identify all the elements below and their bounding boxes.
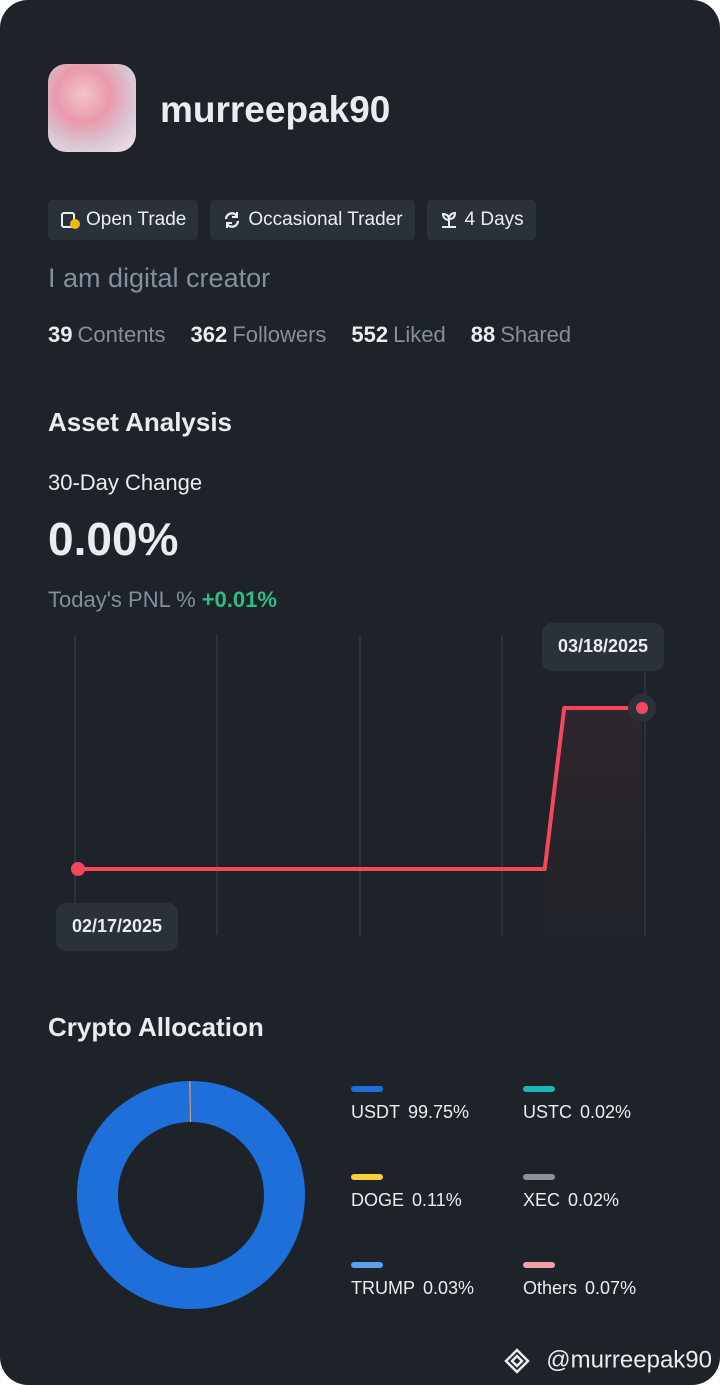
legend-value: 0.11% — [412, 1190, 462, 1210]
legend-swatch — [523, 1174, 555, 1180]
pnl: Today's PNL % +0.01% — [48, 587, 277, 613]
tag: Occasional Trader — [210, 200, 415, 240]
stat: 39 Contents — [48, 322, 166, 348]
legend-swatch — [523, 1262, 555, 1268]
legend-name: Others — [523, 1278, 577, 1298]
legend-name: DOGE — [351, 1190, 404, 1210]
change-value: 0.00% — [48, 513, 179, 565]
legend-value: 0.03% — [423, 1278, 474, 1298]
pnl-label: Today's PNL % — [48, 587, 196, 612]
legend-swatch — [351, 1174, 383, 1180]
tag-icon — [225, 212, 240, 228]
legend-swatch — [351, 1086, 383, 1092]
legend-name: TRUMP — [351, 1278, 415, 1298]
legend-value: 0.02% — [580, 1102, 631, 1122]
donut-slice — [76, 1081, 305, 1309]
tag: Open Trade — [48, 200, 199, 240]
legend-name: XEC — [523, 1190, 560, 1210]
date-label: 02/17/2025 — [72, 916, 162, 936]
legend-value: 0.02% — [568, 1190, 619, 1210]
tag-icon — [61, 212, 80, 229]
watermark: @murreepak90 — [546, 1346, 712, 1373]
stat-label: Shared — [500, 322, 572, 347]
stat: 362 Followers — [191, 322, 327, 348]
tag-text: Occasional Trader — [248, 209, 403, 230]
stat-label: Followers — [232, 322, 327, 347]
legend-name: USDT — [351, 1102, 400, 1122]
stats-row: 39 Contents 362 Followers 552 Liked 88 Share… — [48, 322, 571, 348]
tag-icon — [441, 211, 456, 228]
username: murreepak90 — [160, 89, 391, 130]
area — [544, 708, 642, 935]
bio: I am digital creator — [48, 263, 271, 293]
tag-row: Open Trade Occasional Trader 4 Days — [48, 200, 536, 240]
legend-value: 0.07% — [585, 1278, 636, 1298]
legend-value: 99.75% — [408, 1102, 469, 1122]
section-title: Crypto Allocation — [48, 1012, 264, 1042]
legend-swatch — [523, 1086, 555, 1092]
point — [71, 862, 85, 876]
change-label: 30-Day Change — [48, 470, 203, 495]
date-tooltip — [541, 623, 665, 671]
logo — [504, 1348, 530, 1374]
pnl-value: +0.01% — [201, 587, 277, 612]
tag-text: Open Trade — [86, 209, 187, 230]
section-title: Asset Analysis — [48, 407, 233, 437]
stat-value: 362 — [190, 322, 228, 347]
tag-text: 4 Days — [464, 209, 524, 230]
stat-value: 88 — [470, 322, 496, 347]
tag: 4 Days — [426, 200, 536, 240]
legend-swatch — [351, 1262, 383, 1268]
stat: 552 Liked — [351, 322, 445, 348]
avatar — [48, 64, 136, 152]
stat-value: 552 — [351, 322, 389, 347]
stat: 88 Shared — [471, 322, 571, 348]
stat-label: Liked — [393, 322, 446, 347]
date-label: 03/18/2025 — [558, 636, 648, 656]
stat-value: 39 — [48, 322, 73, 347]
point — [636, 702, 648, 714]
stat-label: Contents — [77, 322, 166, 347]
date-tooltip — [55, 903, 179, 951]
legend-name: USTC — [523, 1102, 572, 1122]
line — [78, 706, 642, 871]
grid-lines — [74, 635, 646, 935]
